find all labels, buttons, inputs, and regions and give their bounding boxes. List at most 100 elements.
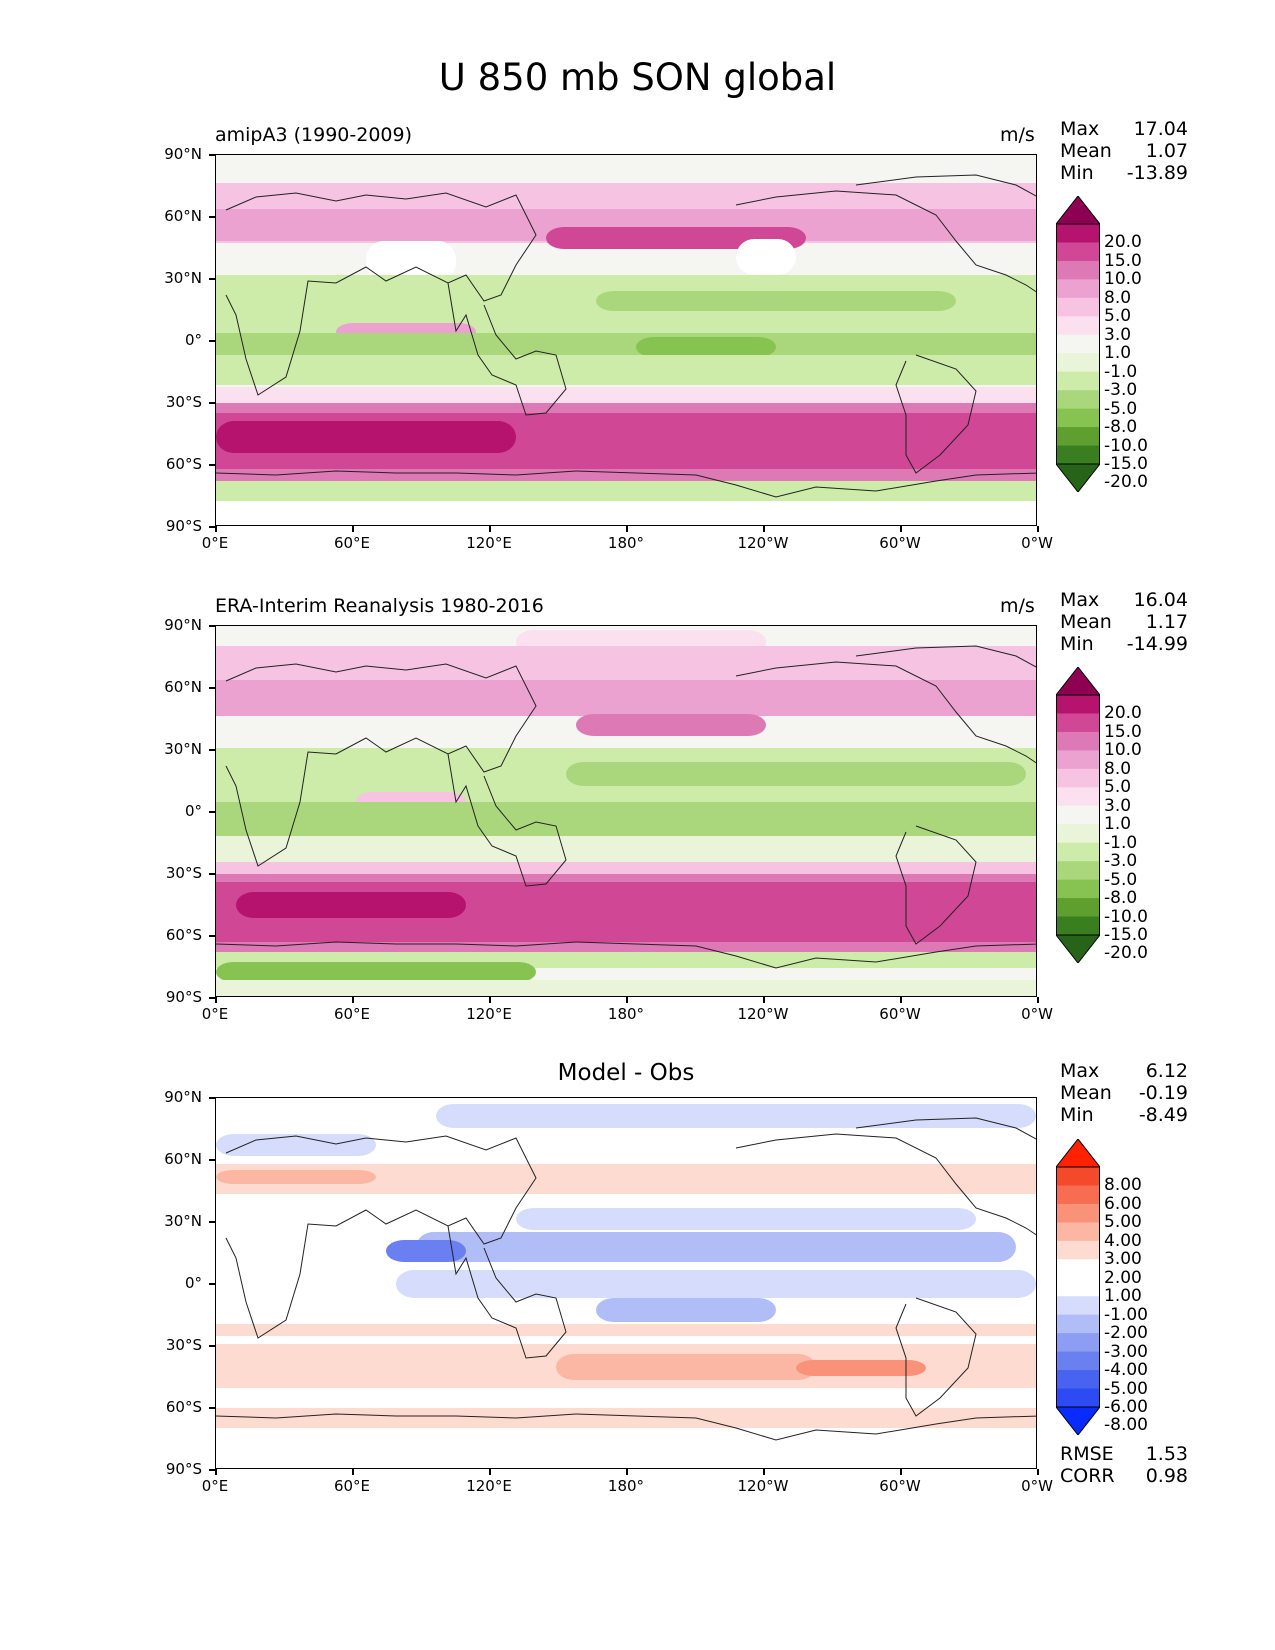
y-tick-mark bbox=[209, 216, 215, 218]
x-tick-mark bbox=[763, 1469, 765, 1475]
stat-max: Max 17.04 bbox=[1060, 118, 1188, 140]
stat-corr: CORR 0.98 bbox=[1060, 1465, 1188, 1487]
colorbar-label: -8.0 bbox=[1104, 417, 1138, 438]
figure-title: U 850 mb SON global bbox=[438, 56, 837, 99]
colorbar-segment bbox=[1056, 787, 1100, 807]
y-tick-mark bbox=[209, 464, 215, 466]
colorbar-extend-top bbox=[1054, 666, 1102, 696]
colorbar-label: 20.0 bbox=[1104, 703, 1142, 724]
y-tick-label: 0° bbox=[184, 1274, 202, 1292]
colorbar-label: -5.00 bbox=[1104, 1378, 1148, 1399]
colorbar-label: -3.0 bbox=[1104, 851, 1138, 872]
colorbar-label: 15.0 bbox=[1104, 250, 1142, 271]
field-band bbox=[416, 1232, 1016, 1262]
y-tick-label: 0° bbox=[184, 802, 202, 820]
map-field bbox=[216, 626, 1036, 996]
y-tick-label: 60°N bbox=[164, 1150, 202, 1168]
y-tick-label: 0° bbox=[184, 331, 202, 349]
colorbar-label: -2.00 bbox=[1104, 1323, 1148, 1344]
y-tick-label: 90°S bbox=[165, 1460, 202, 1478]
colorbar-label: -20.0 bbox=[1104, 943, 1148, 964]
y-tick-label: 30°S bbox=[165, 1336, 202, 1354]
field-band bbox=[216, 1134, 376, 1156]
colorbar-segment bbox=[1056, 1167, 1100, 1186]
coastline bbox=[895, 825, 977, 945]
field-band bbox=[216, 1324, 1036, 1336]
x-tick-label: 120°E bbox=[466, 1477, 512, 1495]
stat-value: -8.49 bbox=[1138, 1104, 1188, 1126]
coastline bbox=[225, 192, 537, 396]
stat-min: Min -8.49 bbox=[1060, 1104, 1188, 1126]
colorbar-label: 5.0 bbox=[1104, 306, 1132, 327]
colorbar-segment bbox=[1056, 842, 1100, 862]
y-tick-mark bbox=[209, 1345, 215, 1347]
y-tick-label: 60°S bbox=[165, 926, 202, 944]
coastline bbox=[225, 663, 537, 867]
stat-label: RMSE bbox=[1060, 1443, 1114, 1465]
coastline bbox=[895, 354, 977, 474]
colorbar-graphic bbox=[1054, 666, 1102, 964]
colorbar-label: 8.0 bbox=[1104, 758, 1132, 779]
stat-label: Mean bbox=[1060, 140, 1112, 162]
x-tick-label: 0°E bbox=[201, 1477, 229, 1495]
y-tick-label: 90°N bbox=[164, 1088, 202, 1106]
coastline bbox=[735, 1133, 1036, 1236]
panel-title: amipA3 (1990-2009) bbox=[215, 124, 413, 146]
colorbar bbox=[1054, 1138, 1102, 1436]
coastline bbox=[735, 190, 1036, 293]
y-tick-label: 90°N bbox=[164, 616, 202, 634]
colorbar-segment bbox=[1056, 390, 1100, 410]
x-tick-mark bbox=[489, 526, 491, 532]
colorbar-segment bbox=[1056, 713, 1100, 733]
field-band bbox=[596, 291, 956, 311]
y-tick-mark bbox=[209, 935, 215, 937]
x-tick-label: 60°E bbox=[333, 534, 371, 552]
colorbar-label: 1.0 bbox=[1104, 814, 1132, 835]
colorbar-label: -1.00 bbox=[1104, 1304, 1148, 1325]
y-tick-label: 90°S bbox=[165, 517, 202, 535]
stat-label: Min bbox=[1060, 162, 1094, 184]
stat-value: 6.12 bbox=[1145, 1060, 1188, 1082]
stat-value: 17.04 bbox=[1133, 118, 1188, 140]
stat-value: -14.99 bbox=[1126, 633, 1188, 655]
map-plot bbox=[215, 1097, 1037, 1469]
field-band bbox=[216, 355, 1036, 385]
x-tick-label: 120°W bbox=[737, 1005, 789, 1023]
colorbar-segment bbox=[1056, 1222, 1100, 1242]
x-tick-mark bbox=[215, 997, 217, 1003]
field-band bbox=[216, 836, 1036, 866]
coastline bbox=[575, 470, 1036, 498]
colorbar-segment bbox=[1056, 916, 1100, 936]
x-tick-mark bbox=[900, 1469, 902, 1475]
colorbar-label: -1.0 bbox=[1104, 361, 1138, 382]
y-tick-mark bbox=[209, 687, 215, 689]
units-label: m/s bbox=[1000, 595, 1035, 617]
stat-label: Max bbox=[1060, 118, 1100, 140]
x-tick-mark bbox=[626, 997, 628, 1003]
coastline bbox=[216, 470, 577, 476]
colorbar-segment bbox=[1056, 334, 1100, 354]
y-tick-mark bbox=[209, 154, 215, 156]
field-band bbox=[546, 227, 806, 249]
x-tick-mark bbox=[352, 997, 354, 1003]
x-tick-label: 0°W bbox=[1021, 534, 1053, 552]
colorbar-label: -20.0 bbox=[1104, 472, 1148, 493]
map-plot bbox=[215, 154, 1037, 526]
colorbar-segment bbox=[1056, 260, 1100, 280]
x-tick-mark bbox=[763, 526, 765, 532]
coastline bbox=[447, 1225, 567, 1359]
colorbar-segment bbox=[1056, 861, 1100, 881]
field-band bbox=[796, 1360, 926, 1376]
y-tick-mark bbox=[209, 1283, 215, 1285]
field-band bbox=[436, 1104, 1036, 1128]
colorbar-label: 6.00 bbox=[1104, 1193, 1142, 1214]
stat-value: 0.98 bbox=[1145, 1465, 1188, 1487]
colorbar-segment bbox=[1056, 1277, 1100, 1297]
field-band bbox=[216, 501, 1036, 525]
y-tick-label: 90°S bbox=[165, 988, 202, 1006]
colorbar-segment bbox=[1056, 445, 1100, 465]
field-band bbox=[216, 1170, 376, 1184]
stat-value: -0.19 bbox=[1138, 1082, 1188, 1104]
colorbar-segment bbox=[1056, 297, 1100, 317]
stat-min: Min -14.99 bbox=[1060, 633, 1188, 655]
